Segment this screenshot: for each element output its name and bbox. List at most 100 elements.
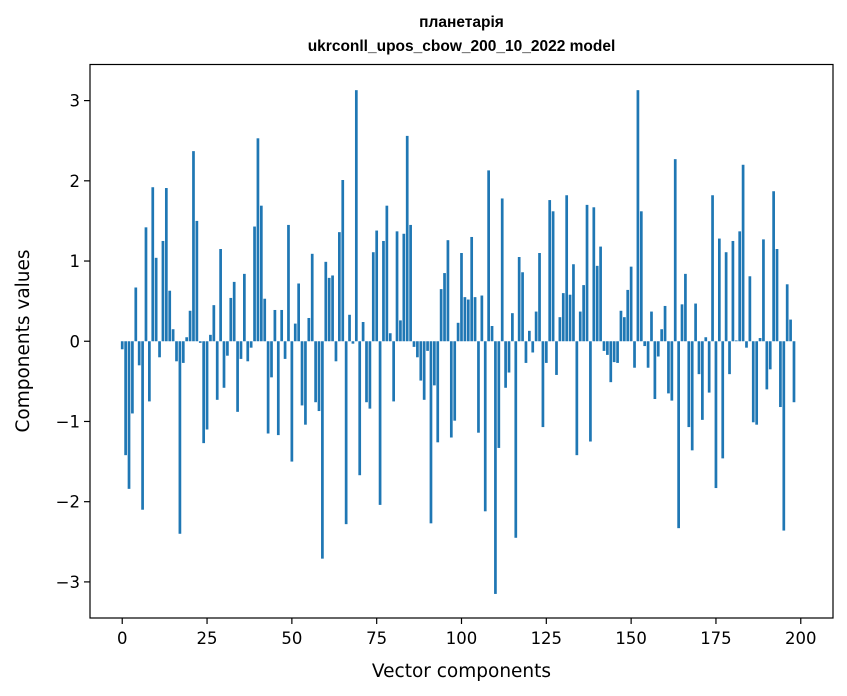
bar	[531, 341, 535, 353]
bar	[534, 311, 538, 342]
bar	[663, 305, 667, 342]
bar	[321, 341, 324, 559]
bar	[578, 311, 582, 342]
bar	[490, 326, 494, 342]
bar	[195, 220, 199, 342]
bar	[772, 191, 775, 342]
bar	[185, 337, 189, 342]
bar	[602, 341, 606, 351]
bar	[748, 276, 752, 342]
bar	[592, 207, 596, 342]
chart-subtitle: ukrconll_upos_cbow_200_10_2022 model	[308, 38, 616, 55]
bar	[684, 273, 687, 342]
bar	[327, 277, 331, 342]
bar	[768, 341, 772, 370]
bar	[368, 341, 372, 409]
bar	[555, 341, 558, 375]
bar	[385, 205, 389, 342]
bars-group	[120, 90, 796, 594]
x-tick-label: 0	[117, 629, 128, 648]
bar	[504, 341, 507, 388]
bar	[524, 341, 528, 363]
bar	[188, 310, 192, 342]
bar	[595, 265, 599, 342]
bar	[568, 294, 572, 342]
bar	[792, 341, 796, 403]
bar	[263, 298, 267, 342]
bar	[690, 341, 694, 451]
bar	[141, 341, 144, 510]
bar	[402, 233, 406, 342]
y-tick-label: −1	[56, 412, 80, 431]
bar	[575, 341, 579, 456]
bar	[528, 330, 531, 342]
bar	[131, 341, 134, 414]
bar	[734, 340, 738, 342]
bar	[755, 341, 759, 425]
x-tick-label: 125	[531, 629, 563, 648]
bar	[453, 341, 457, 421]
bar	[154, 257, 158, 342]
x-tick-label: 25	[197, 629, 218, 648]
x-tick-label: 50	[281, 629, 302, 648]
bar	[585, 204, 589, 342]
bar	[673, 159, 677, 342]
bar	[270, 341, 273, 378]
bar	[181, 341, 185, 363]
bar	[354, 90, 358, 342]
bar	[511, 313, 514, 342]
bar	[161, 240, 165, 342]
bar	[477, 341, 480, 433]
bar	[436, 341, 440, 443]
bar	[572, 264, 575, 342]
bar	[521, 272, 524, 342]
bar	[680, 304, 684, 342]
bar	[612, 341, 616, 363]
bar	[517, 257, 521, 342]
bar	[707, 341, 711, 393]
bar	[219, 249, 222, 342]
bar	[500, 198, 504, 342]
bar	[127, 341, 131, 489]
bar	[650, 311, 653, 342]
bar	[361, 322, 365, 342]
bar	[687, 341, 691, 428]
bar	[507, 341, 511, 373]
bar	[731, 240, 735, 342]
y-axis-ticks: −3 −2 −1 0 1 2 3	[56, 92, 90, 592]
bar	[717, 238, 721, 342]
bar	[426, 341, 429, 351]
bar	[548, 200, 552, 342]
bar	[494, 341, 497, 594]
bar	[137, 341, 141, 366]
bar	[334, 341, 338, 362]
bar	[405, 135, 409, 342]
bar	[606, 341, 609, 355]
bar	[409, 224, 412, 342]
bar	[382, 240, 385, 342]
bar	[209, 334, 212, 342]
bar	[541, 341, 545, 428]
bar	[388, 333, 392, 342]
bar	[344, 341, 348, 525]
bar	[439, 289, 443, 342]
bar	[741, 164, 745, 342]
bar	[198, 341, 202, 343]
bar	[626, 289, 630, 342]
bar	[416, 341, 419, 358]
bar	[697, 341, 701, 375]
bar	[249, 341, 253, 348]
bar	[667, 341, 670, 394]
bar	[701, 341, 704, 420]
bar	[677, 341, 680, 529]
bar	[134, 287, 138, 342]
bar	[775, 249, 779, 342]
x-tick-label: 200	[785, 629, 817, 648]
x-tick-label: 175	[700, 629, 732, 648]
bar	[148, 341, 151, 402]
bar	[412, 341, 416, 347]
bar	[551, 211, 555, 342]
bar	[616, 341, 619, 363]
bar	[243, 273, 246, 342]
bar	[239, 341, 243, 359]
